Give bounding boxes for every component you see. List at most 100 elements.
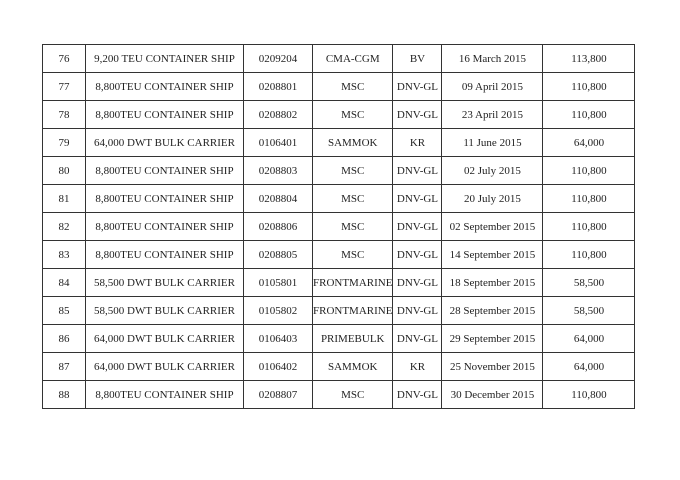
hull-number-cell: 0208801 [243,72,313,101]
hull-number-cell: 0208805 [243,240,313,269]
vessel-type-cell: 8,800TEU CONTAINER SHIP [85,156,244,185]
capacity-cell: 58,500 [542,268,636,297]
row-number-cell: 85 [42,296,86,325]
delivery-date-cell: 14 September 2015 [441,240,544,269]
row-number-cell: 80 [42,156,86,185]
hull-number-cell: 0208802 [243,100,313,129]
row-number-cell: 87 [42,352,86,381]
row-number-cell: 77 [42,72,86,101]
vessel-type-cell: 8,800TEU CONTAINER SHIP [85,380,244,409]
capacity-cell: 113,800 [542,44,636,73]
table-row: 76 9,200 TEU CONTAINER SHIP 0209204 CMA-CGM… [42,44,636,73]
vessel-type-cell: 64,000 DWT BULK CARRIER [85,352,244,381]
hull-number-cell: 0106403 [243,324,313,353]
capacity-cell: 110,800 [542,184,636,213]
vessel-type-cell: 8,800TEU CONTAINER SHIP [85,184,244,213]
capacity-cell: 64,000 [542,352,636,381]
owner-cell: FRONTMARINE [311,296,394,325]
vessel-type-cell: 58,500 DWT BULK CARRIER [85,296,244,325]
class-society-cell: BV [392,44,443,73]
vessel-type-cell: 58,500 DWT BULK CARRIER [85,268,244,297]
hull-number-cell: 0106402 [243,352,313,381]
delivery-date-cell: 18 September 2015 [441,268,544,297]
hull-number-cell: 0106401 [243,128,313,157]
capacity-cell: 110,800 [542,100,636,129]
table-row: 83 8,800TEU CONTAINER SHIP 0208805 MSC DNV-G… [42,240,636,269]
table-row: 77 8,800TEU CONTAINER SHIP 0208801 MSC DNV-G… [42,72,636,101]
row-number-cell: 82 [42,212,86,241]
capacity-cell: 110,800 [542,380,636,409]
capacity-cell: 58,500 [542,296,636,325]
hull-number-cell: 0208807 [243,380,313,409]
owner-cell: MSC [311,380,394,409]
capacity-cell: 64,000 [542,324,636,353]
class-society-cell: DNV-GL [392,184,443,213]
delivery-date-cell: 28 September 2015 [441,296,544,325]
owner-cell: MSC [311,100,394,129]
table-row: 79 64,000 DWT BULK CARRIER 0106401 SAMMOK KR… [42,128,636,157]
table-row: 85 58,500 DWT BULK CARRIER 0105802 FRONTMAR… [42,296,636,325]
row-number-cell: 86 [42,324,86,353]
row-number-cell: 79 [42,128,86,157]
owner-cell: CMA-CGM [311,44,394,73]
delivery-date-cell: 16 March 2015 [441,44,544,73]
table-row: 81 8,800TEU CONTAINER SHIP 0208804 MSC DNV-G… [42,184,636,213]
table-row: 78 8,800TEU CONTAINER SHIP 0208802 MSC DNV-G… [42,100,636,129]
class-society-cell: KR [392,128,443,157]
class-society-cell: KR [392,352,443,381]
delivery-date-cell: 25 November 2015 [441,352,544,381]
row-number-cell: 83 [42,240,86,269]
delivery-date-cell: 11 June 2015 [441,128,544,157]
hull-number-cell: 0208803 [243,156,313,185]
class-society-cell: DNV-GL [392,72,443,101]
capacity-cell: 110,800 [542,156,636,185]
hull-number-cell: 0208804 [243,184,313,213]
vessel-type-cell: 64,000 DWT BULK CARRIER [85,128,244,157]
vessel-type-cell: 8,800TEU CONTAINER SHIP [85,100,244,129]
owner-cell: MSC [311,72,394,101]
vessel-type-cell: 8,800TEU CONTAINER SHIP [85,72,244,101]
capacity-cell: 110,800 [542,72,636,101]
hull-number-cell: 0209204 [243,44,313,73]
table-row: 84 58,500 DWT BULK CARRIER 0105801 FRONTMAR… [42,268,636,297]
table-row: 88 8,800TEU CONTAINER SHIP 0208807 MSC DNV-G… [42,380,636,409]
table-row: 86 64,000 DWT BULK CARRIER 0106403 PRIMEBUL… [42,324,636,353]
vessel-type-cell: 9,200 TEU CONTAINER SHIP [85,44,244,73]
delivery-date-cell: 09 April 2015 [441,72,544,101]
owner-cell: SAMMOK [311,128,394,157]
owner-cell: MSC [311,156,394,185]
class-society-cell: DNV-GL [392,296,443,325]
class-society-cell: DNV-GL [392,268,443,297]
delivery-date-cell: 02 September 2015 [441,212,544,241]
owner-cell: FRONTMARINE [311,268,394,297]
owner-cell: MSC [311,240,394,269]
delivery-date-cell: 29 September 2015 [441,324,544,353]
row-number-cell: 76 [42,44,86,73]
row-number-cell: 84 [42,268,86,297]
class-society-cell: DNV-GL [392,100,443,129]
class-society-cell: DNV-GL [392,380,443,409]
row-number-cell: 81 [42,184,86,213]
capacity-cell: 110,800 [542,240,636,269]
class-society-cell: DNV-GL [392,324,443,353]
row-number-cell: 78 [42,100,86,129]
class-society-cell: DNV-GL [392,240,443,269]
vessel-type-cell: 8,800TEU CONTAINER SHIP [85,240,244,269]
ship-delivery-table: 76 9,200 TEU CONTAINER SHIP 0209204 CMA-CGM… [42,44,636,409]
delivery-date-cell: 23 April 2015 [441,100,544,129]
owner-cell: PRIMEBULK [311,324,394,353]
hull-number-cell: 0105801 [243,268,313,297]
class-society-cell: DNV-GL [392,156,443,185]
owner-cell: MSC [311,184,394,213]
table-row: 82 8,800TEU CONTAINER SHIP 0208806 MSC DNV-G… [42,212,636,241]
hull-number-cell: 0105802 [243,296,313,325]
table-row: 80 8,800TEU CONTAINER SHIP 0208803 MSC DNV-G… [42,156,636,185]
table-row: 87 64,000 DWT BULK CARRIER 0106402 SAMMOK KR… [42,352,636,381]
vessel-type-cell: 64,000 DWT BULK CARRIER [85,324,244,353]
delivery-date-cell: 20 July 2015 [441,184,544,213]
hull-number-cell: 0208806 [243,212,313,241]
capacity-cell: 110,800 [542,212,636,241]
vessel-type-cell: 8,800TEU CONTAINER SHIP [85,212,244,241]
delivery-date-cell: 30 December 2015 [441,380,544,409]
class-society-cell: DNV-GL [392,212,443,241]
